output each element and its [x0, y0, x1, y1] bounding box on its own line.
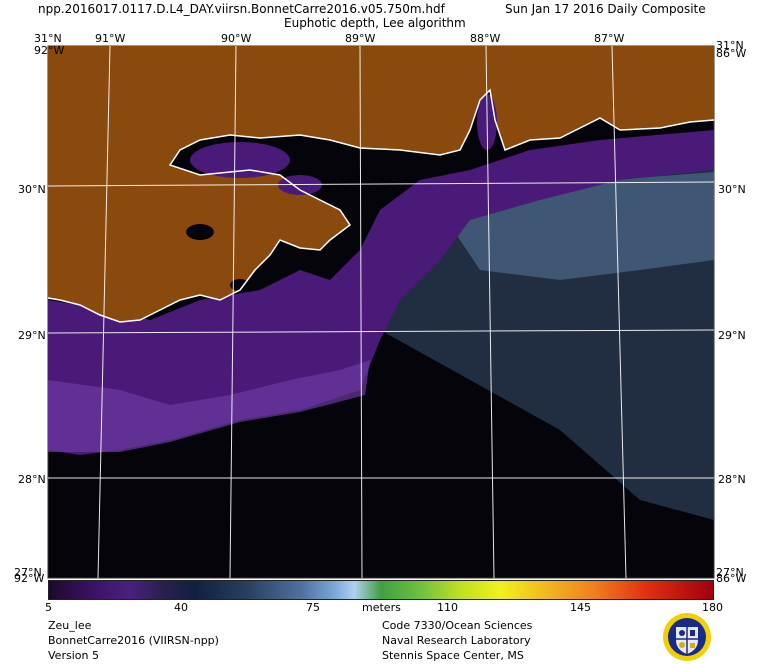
corner-label-bottom-left: 92°W: [14, 572, 45, 585]
lon-label-91w: 91°W: [95, 32, 126, 45]
title-filename: npp.2016017.0117.D.L4_DAY.viirsn.BonnetC…: [38, 2, 445, 16]
footer-product: Zeu_lee: [48, 619, 92, 632]
colorbar-tick-75: 75: [306, 601, 320, 614]
lake-pontchartrain: [190, 142, 290, 178]
offshore-lightblue-band: [450, 172, 714, 280]
shelf-water-light: [48, 360, 370, 452]
lake-west: [186, 224, 214, 240]
corner-label-bottom-left-overlay: 27°N: [14, 566, 42, 579]
shelf-water: [48, 130, 714, 455]
corner-label-top-left: 31°N: [34, 32, 62, 45]
lon-label-88w: 88°W: [470, 32, 501, 45]
colorbar: [48, 580, 714, 600]
nrl-seal-icon: [663, 613, 711, 661]
corner-label-top-left-overlay: 92°W: [34, 44, 65, 57]
lat-label-29n-right: 29°N: [718, 329, 746, 342]
colorbar-tick-5: 5: [45, 601, 52, 614]
footer-lab: Naval Research Laboratory: [382, 634, 531, 647]
lat-label-30n-left: 30°N: [18, 183, 46, 196]
graticule: [47, 45, 715, 579]
land-mass: [48, 46, 714, 322]
colorbar-tick-110: 110: [437, 601, 458, 614]
colorbar-units: meters: [362, 601, 401, 614]
lake-small: [230, 279, 250, 291]
colorbar-tick-40: 40: [174, 601, 188, 614]
footer-version: Version 5: [48, 649, 99, 662]
corner-label-top-right-overlay: 86°W: [716, 47, 747, 60]
lon-label-90w: 90°W: [221, 32, 252, 45]
lat-label-30n-right: 30°N: [718, 183, 746, 196]
lat-label-28n-right: 28°N: [718, 473, 746, 486]
colorbar-tick-145: 145: [570, 601, 591, 614]
footer-location: Stennis Space Center, MS: [382, 649, 524, 662]
corner-label-bottom-right-overlay: 27°N: [716, 566, 744, 579]
lon-label-87w: 87°W: [594, 32, 625, 45]
footer-dataset: BonnetCarre2016 (VIIRSN-npp): [48, 634, 219, 647]
corner-label-top-right: 31°N: [716, 39, 744, 52]
lake-borgne: [278, 175, 322, 195]
lat-label-29n-left: 29°N: [18, 329, 46, 342]
colorbar-tick-180: 180: [702, 601, 723, 614]
footer-code: Code 7330/Ocean Sciences: [382, 619, 533, 632]
corner-label-bottom-right: 86°W: [716, 572, 747, 585]
lat-label-28n-left: 28°N: [18, 473, 46, 486]
coastline: [47, 88, 715, 323]
title-date: Sun Jan 17 2016 Daily Composite: [505, 2, 706, 16]
lon-label-89w: 89°W: [345, 32, 376, 45]
title-product: Euphotic depth, Lee algorithm: [284, 16, 466, 30]
